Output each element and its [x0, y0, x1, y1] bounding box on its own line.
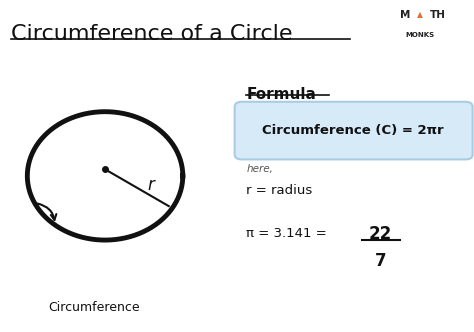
Text: Formula: Formula	[246, 87, 316, 102]
Text: here,: here,	[246, 164, 273, 174]
Text: M: M	[400, 10, 410, 20]
Text: Circumference: Circumference	[48, 301, 140, 314]
Text: 22: 22	[369, 225, 392, 243]
Text: TH: TH	[430, 10, 446, 20]
Text: Circumference (C) = 2πr: Circumference (C) = 2πr	[262, 124, 443, 137]
Text: ▲: ▲	[417, 10, 423, 19]
Text: r = radius: r = radius	[246, 184, 313, 197]
Text: 7: 7	[375, 252, 386, 270]
Text: π = 3.141 =: π = 3.141 =	[246, 227, 331, 240]
FancyBboxPatch shape	[235, 102, 473, 159]
Text: r: r	[147, 176, 154, 194]
Text: Circumference of a Circle: Circumference of a Circle	[11, 25, 292, 44]
Text: MONKS: MONKS	[405, 32, 434, 38]
